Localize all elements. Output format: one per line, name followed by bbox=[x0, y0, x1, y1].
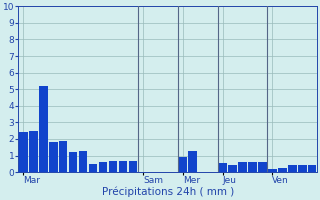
Bar bbox=[129, 161, 137, 172]
Bar bbox=[179, 157, 187, 172]
Bar bbox=[59, 141, 68, 172]
Bar bbox=[39, 86, 48, 172]
Bar bbox=[109, 161, 117, 172]
Bar bbox=[308, 165, 316, 172]
X-axis label: Précipitations 24h ( mm ): Précipitations 24h ( mm ) bbox=[102, 187, 234, 197]
Bar bbox=[49, 142, 58, 172]
Bar bbox=[258, 162, 267, 172]
Bar bbox=[268, 169, 276, 172]
Bar bbox=[248, 162, 257, 172]
Bar bbox=[298, 165, 307, 172]
Bar bbox=[19, 132, 28, 172]
Bar bbox=[79, 151, 87, 172]
Bar bbox=[29, 131, 38, 172]
Bar bbox=[238, 162, 247, 172]
Bar bbox=[69, 152, 77, 172]
Bar bbox=[99, 162, 107, 172]
Bar bbox=[89, 164, 97, 172]
Bar bbox=[228, 165, 237, 172]
Bar bbox=[119, 161, 127, 172]
Bar bbox=[288, 165, 297, 172]
Bar bbox=[188, 151, 197, 172]
Bar bbox=[278, 168, 287, 172]
Bar bbox=[218, 163, 227, 172]
